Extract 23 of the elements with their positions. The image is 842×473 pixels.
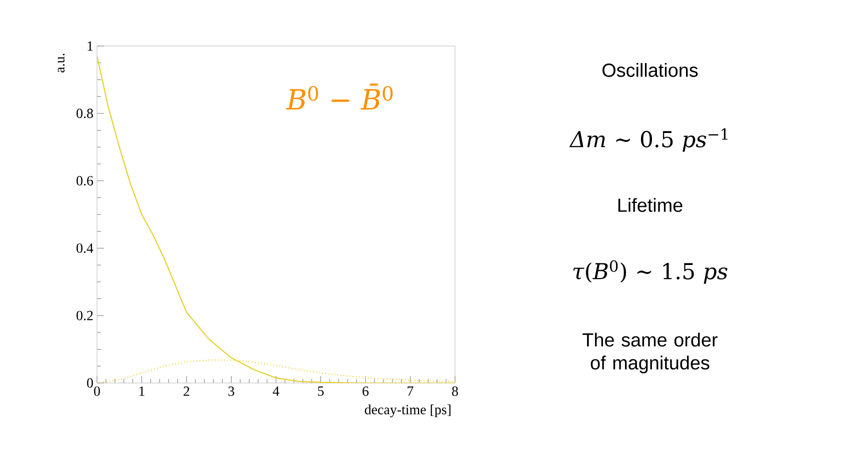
text: The same order of magnitudes — [582, 332, 718, 374]
x-tick-label: 2 — [184, 386, 190, 396]
y-tick-label: 0.2 — [76, 310, 93, 320]
x-tick-label: 0 — [94, 386, 100, 396]
text: Δm ∼ 0.5 ps$^{−1}$ — [569, 128, 728, 152]
y-tick-label: 0.8 — [76, 108, 93, 118]
y-tick-label: 0.6 — [76, 176, 94, 186]
y-axis-title: a.u. — [58, 54, 65, 72]
text: B$^{0}$ − B̄$^{0}$ — [286, 84, 393, 110]
text: Lifetime — [618, 198, 682, 212]
x-axis-title: decay-time [ps] — [364, 404, 450, 418]
x-tick-label: 7 — [408, 386, 414, 396]
text: Oscillations — [602, 63, 698, 77]
x-tick-label: 4 — [272, 386, 280, 396]
text: τ(B$^{0}$) ∼ 1.5 ps — [573, 260, 728, 284]
x-tick-label: 3 — [228, 386, 234, 396]
y-tick-label: 1 — [88, 41, 93, 51]
x-tick-label: 5 — [318, 386, 324, 396]
x-tick-label: 6 — [362, 386, 369, 396]
y-tick-label: 0 — [87, 378, 93, 388]
y-tick-label: 0.4 — [76, 243, 94, 253]
x-tick-label: 1 — [139, 386, 144, 396]
x-tick-label: 8 — [452, 386, 458, 396]
